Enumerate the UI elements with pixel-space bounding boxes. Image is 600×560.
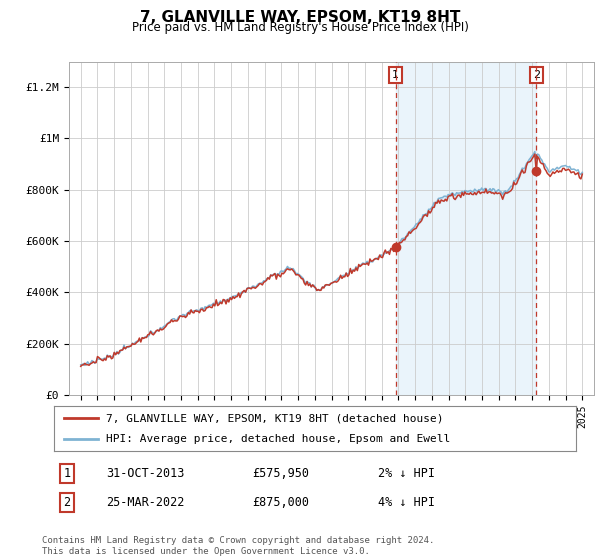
Text: £875,000: £875,000: [253, 496, 310, 509]
Text: 7, GLANVILLE WAY, EPSOM, KT19 8HT (detached house): 7, GLANVILLE WAY, EPSOM, KT19 8HT (detac…: [106, 413, 444, 423]
Text: 2: 2: [64, 496, 71, 509]
Text: £575,950: £575,950: [253, 467, 310, 480]
Text: 2: 2: [533, 70, 540, 80]
Text: 4% ↓ HPI: 4% ↓ HPI: [377, 496, 434, 509]
Text: 25-MAR-2022: 25-MAR-2022: [106, 496, 185, 509]
Text: 1: 1: [392, 70, 399, 80]
Text: 7, GLANVILLE WAY, EPSOM, KT19 8HT: 7, GLANVILLE WAY, EPSOM, KT19 8HT: [140, 10, 460, 25]
Bar: [395, 62, 536, 395]
Text: 2% ↓ HPI: 2% ↓ HPI: [377, 467, 434, 480]
Text: Price paid vs. HM Land Registry's House Price Index (HPI): Price paid vs. HM Land Registry's House …: [131, 21, 469, 34]
Text: Contains HM Land Registry data © Crown copyright and database right 2024.
This d: Contains HM Land Registry data © Crown c…: [42, 536, 434, 556]
Text: HPI: Average price, detached house, Epsom and Ewell: HPI: Average price, detached house, Epso…: [106, 433, 451, 444]
Text: 1: 1: [64, 467, 71, 480]
Text: 31-OCT-2013: 31-OCT-2013: [106, 467, 185, 480]
